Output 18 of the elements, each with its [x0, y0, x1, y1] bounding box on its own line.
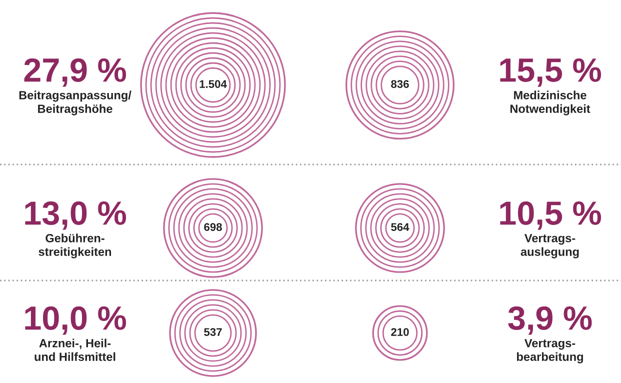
data-label: 698 [204, 223, 222, 231]
data-label: 3,9 % [508, 306, 592, 335]
data-label: 1.504 [200, 80, 227, 88]
data-label: 27,9 % [24, 58, 126, 87]
data-label: 210 [391, 328, 409, 336]
data-label: 15,5 % [500, 58, 602, 87]
category-label: Gebühren- streitigkeiten [38, 234, 112, 258]
category-label: Arznei-, Heil- und Hilfsmittel [34, 338, 116, 361]
data-label: 10,0 % [25, 306, 126, 335]
category-label: Medizinische Notwendigkeit [510, 90, 590, 116]
data-label: 564 [391, 223, 410, 231]
category-label: Vertrags- bearbeitung [517, 339, 583, 364]
category-label: Beitragsanpassung/ Beitragshöhe [19, 90, 132, 116]
data-label: 13,0 % [25, 201, 126, 230]
data-label: 537 [204, 328, 222, 336]
data-label: 10,5 % [500, 201, 602, 230]
data-label: 836 [391, 80, 409, 88]
category-label: Vertrags- auslegung [520, 234, 579, 258]
